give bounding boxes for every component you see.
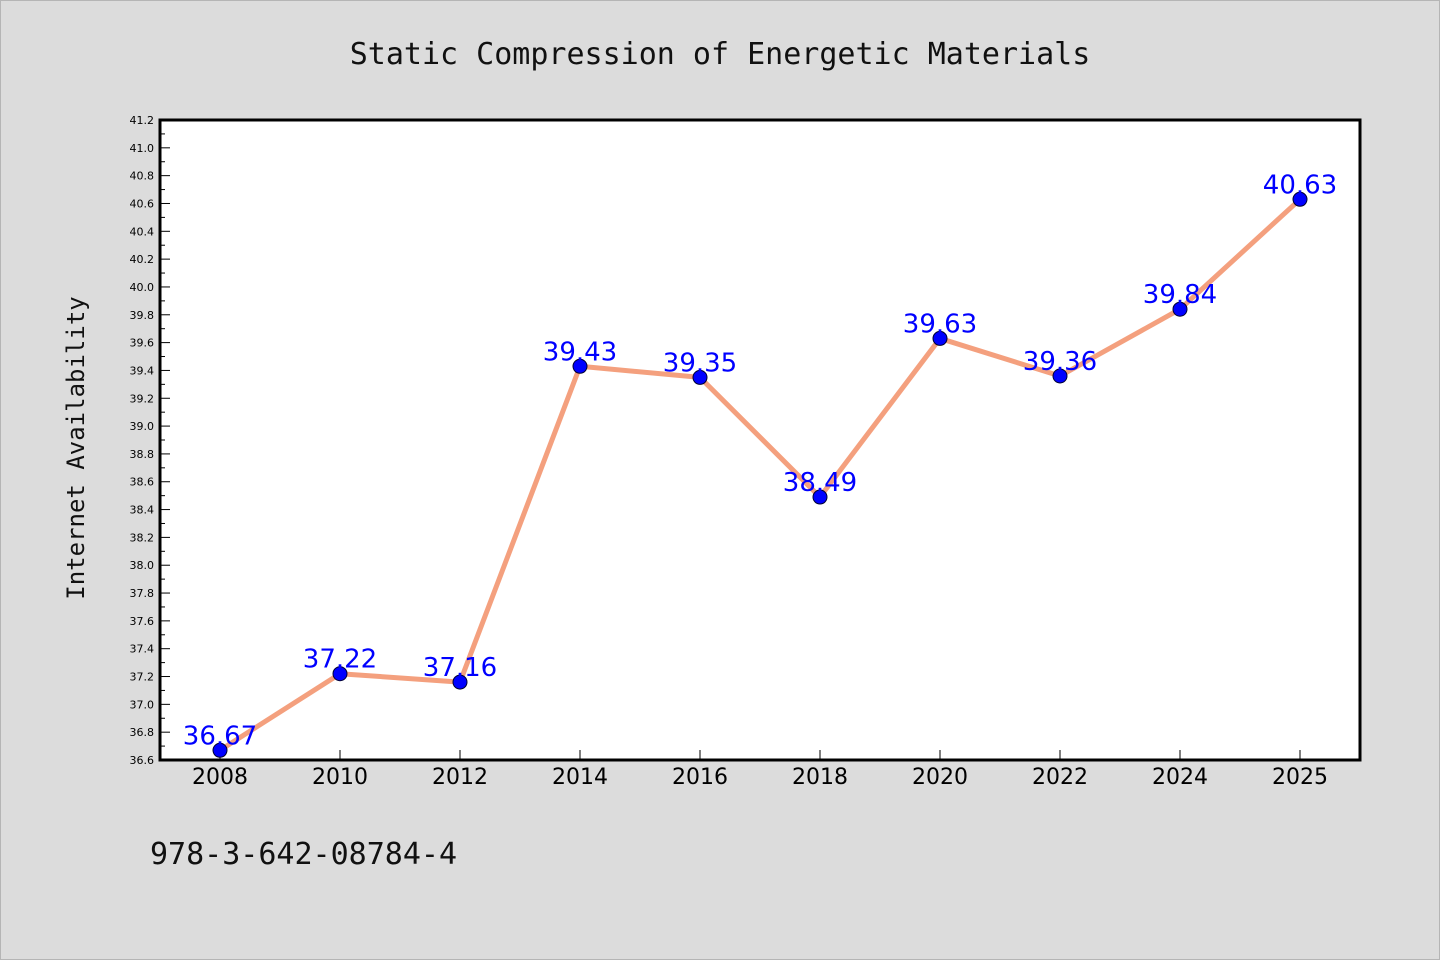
data-label: 37.22 bbox=[303, 645, 377, 675]
y-tick-label: 37.0 bbox=[130, 698, 155, 711]
y-tick-label: 37.2 bbox=[130, 671, 155, 684]
data-label: 39.43 bbox=[543, 337, 617, 367]
isbn-text: 978-3-642-08784-4 bbox=[150, 837, 457, 872]
y-tick-label: 41.0 bbox=[130, 142, 155, 155]
data-label: 37.16 bbox=[423, 653, 497, 683]
data-point bbox=[1172, 301, 1188, 317]
data-label: 39.63 bbox=[903, 309, 977, 339]
data-point bbox=[1292, 191, 1308, 207]
x-tick-label: 2010 bbox=[312, 765, 368, 790]
y-tick-label: 39.8 bbox=[130, 309, 155, 322]
x-axis: 2008 2010 2012 2014 2016 2018 2020 2022 2024 2025 bbox=[192, 750, 1328, 790]
data-label: 39.84 bbox=[1143, 280, 1217, 310]
marker-group bbox=[212, 191, 1308, 758]
x-tick-label: 2014 bbox=[552, 765, 608, 790]
data-point bbox=[332, 666, 348, 682]
y-tick-label: 37.4 bbox=[130, 643, 155, 656]
y-tick-label: 38.4 bbox=[130, 504, 155, 517]
x-tick-label: 2025 bbox=[1272, 765, 1328, 790]
x-tick-label: 2020 bbox=[912, 765, 968, 790]
data-label: 39.36 bbox=[1023, 347, 1097, 377]
plot-border bbox=[158, 118, 1362, 762]
data-label: 36.67 bbox=[183, 721, 257, 751]
data-point bbox=[212, 742, 228, 758]
data-point bbox=[452, 674, 468, 690]
y-tick-label: 39.0 bbox=[130, 420, 155, 433]
y-tick-label: 41.2 bbox=[130, 114, 155, 127]
series-line bbox=[218, 197, 1302, 753]
y-tick-label: 37.8 bbox=[130, 587, 155, 600]
x-tick-label: 2012 bbox=[432, 765, 488, 790]
x-tick-label: 2008 bbox=[192, 765, 248, 790]
data-point bbox=[572, 358, 588, 374]
y-tick-label: 40.8 bbox=[130, 170, 155, 183]
data-label: 39.35 bbox=[663, 348, 737, 378]
y-tick-label: 40.6 bbox=[130, 197, 155, 210]
data-point bbox=[1052, 368, 1068, 384]
y-tick-label: 37.6 bbox=[130, 615, 155, 628]
data-point bbox=[932, 330, 948, 346]
y-tick-label: 38.8 bbox=[130, 448, 155, 461]
y-tick-label: 40.0 bbox=[130, 281, 155, 294]
y-axis: 36.6 36.8 37.0 37.2 37.4 37.6 37.8 38.0 38.2 38.4… bbox=[130, 114, 170, 767]
y-tick-label: 39.4 bbox=[130, 364, 155, 377]
y-tick-label: 38.0 bbox=[130, 559, 155, 572]
y-tick-label: 36.6 bbox=[130, 754, 155, 767]
y-tick-label: 38.2 bbox=[130, 531, 155, 544]
data-label: 38.49 bbox=[783, 468, 857, 498]
x-tick-label: 2024 bbox=[1152, 765, 1208, 790]
x-tick-label: 2018 bbox=[792, 765, 848, 790]
y-tick-label: 36.8 bbox=[130, 726, 155, 739]
y-axis-label: Internet Availability bbox=[62, 296, 90, 599]
x-tick-label: 2022 bbox=[1032, 765, 1088, 790]
data-label-group: 36.67 37.22 37.16 39.43 39.35 38.49 39.63 39.36… bbox=[183, 170, 1337, 751]
x-tick-label: 2016 bbox=[672, 765, 728, 790]
y-tick-label: 40.2 bbox=[130, 253, 155, 266]
y-tick-label: 39.6 bbox=[130, 337, 155, 350]
y-tick-label: 38.6 bbox=[130, 476, 155, 489]
data-point bbox=[812, 489, 828, 505]
data-label: 40.63 bbox=[1263, 170, 1337, 200]
y-tick-label: 39.2 bbox=[130, 392, 155, 405]
y-tick-label: 40.4 bbox=[130, 225, 155, 238]
chart-title: Static Compression of Energetic Material… bbox=[350, 37, 1091, 72]
series-line-group bbox=[218, 197, 1302, 753]
data-point bbox=[692, 369, 708, 385]
